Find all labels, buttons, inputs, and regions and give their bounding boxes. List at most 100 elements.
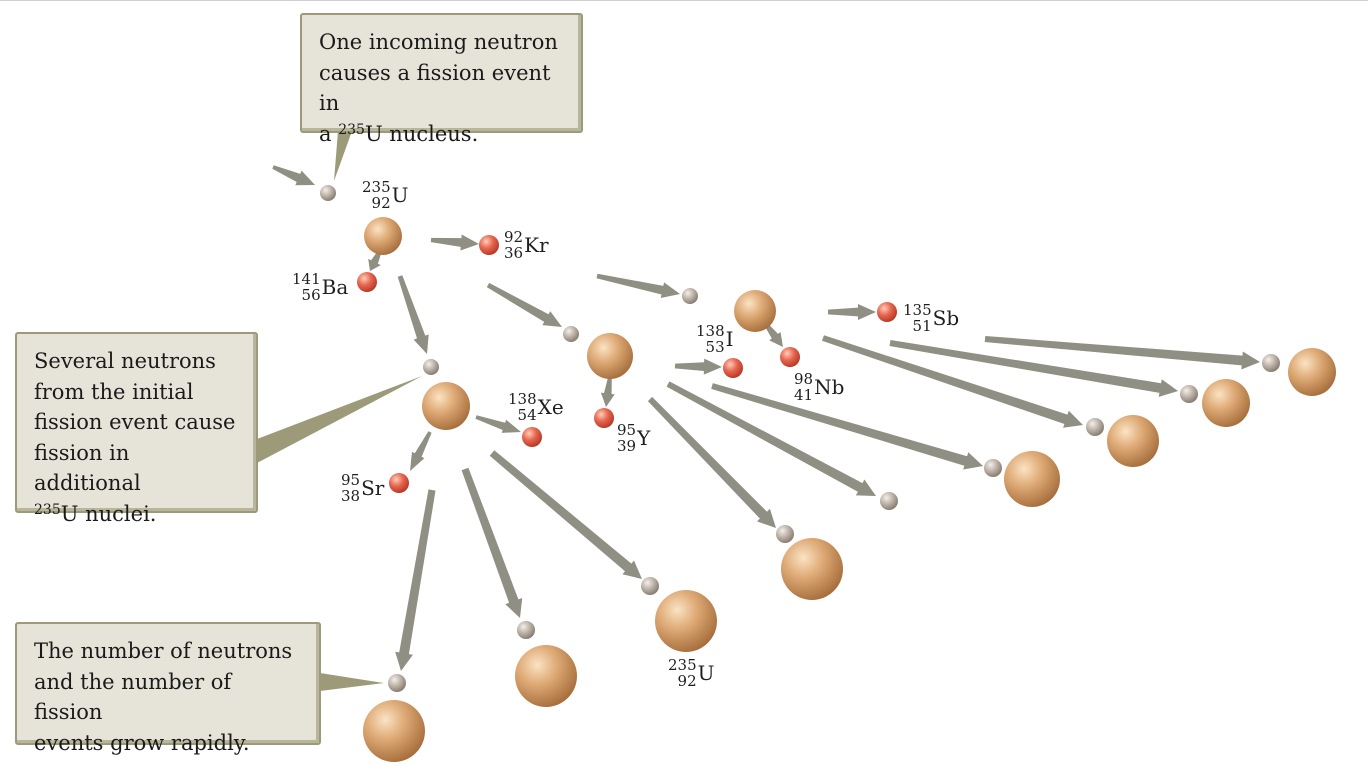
uranium-nucleus-gen2-e (1202, 379, 1250, 427)
connector-growth (320, 673, 384, 691)
arrow-to-neutron-gen2-c (711, 383, 983, 470)
connector-incoming (334, 131, 352, 181)
u235-bottom-atomic: 92 (677, 672, 697, 690)
i-atomic: 53 (705, 338, 725, 356)
callout-several-line3: fission event cause (34, 410, 236, 434)
xe-symbol: Xe (537, 395, 564, 419)
uranium-nucleus-gen2-a (781, 538, 843, 600)
callout-several-line1: Several neutrons (34, 349, 216, 373)
kr-symbol: Kr (524, 233, 549, 257)
arrow-to-neutron-gen2-g (395, 489, 436, 671)
xe-atomic: 54 (517, 406, 537, 424)
isotope-label-sb: 135 51 Sb (903, 302, 959, 334)
uranium-nucleus-a (422, 382, 470, 430)
neutron-gen2-g (388, 674, 406, 692)
callout-several-line5: 235U nuclei. (34, 499, 240, 530)
neutron-gen2-f (1262, 354, 1280, 372)
callout-several-neutrons: Several neutrons from the initial fissio… (15, 332, 258, 526)
neutron-gen1-a (423, 359, 439, 375)
sb-mass: 135 (903, 301, 932, 319)
arrow-to-i (674, 358, 722, 375)
fragment-kr (479, 235, 499, 255)
sb-atomic: 51 (912, 317, 932, 335)
xe-mass: 138 (508, 390, 537, 408)
arrow-to-ba (368, 250, 382, 271)
callout-growth-line1: The number of neutrons (34, 639, 293, 663)
fragment-ba (357, 272, 377, 292)
neutron-arrows (272, 165, 1260, 671)
y-atomic: 39 (617, 437, 637, 455)
uranium-nucleus-gen2-f (1288, 348, 1336, 396)
arrow-to-neutron-gen2-d (822, 335, 1083, 428)
ba-atomic: 56 (301, 286, 321, 304)
nb-symbol: Nb (814, 375, 845, 399)
callout-several-line2: from the initial (34, 379, 194, 404)
uranium-nucleus-gen2-g (363, 700, 425, 762)
fragment-y (594, 408, 614, 428)
ba-symbol: Ba (321, 275, 349, 299)
connector-several (257, 376, 422, 463)
isotope-label-u235-bottom: 235 92 U (668, 657, 715, 689)
arrow-to-neutron-gen1-c (596, 273, 680, 298)
callout-incoming-line1: One incoming neutron (319, 30, 558, 54)
arrow-to-nb (763, 321, 783, 347)
callout-incoming-neutron: One incoming neutron causes a fission ev… (300, 13, 583, 146)
callout-several-line4: fission in additional (34, 440, 141, 496)
fragment-nb (780, 347, 800, 367)
u235-top-mass: 235 (362, 178, 391, 196)
arrow-neutron-to-kr (430, 234, 479, 251)
nb-atomic: 41 (794, 386, 814, 404)
arrow-to-y (600, 376, 615, 407)
i-symbol: I (725, 327, 734, 351)
arrow-to-neutron-gen2-b (666, 381, 876, 496)
arrow-incoming-neutron (272, 165, 315, 186)
arrow-to-neutron-gen1-a (397, 275, 429, 354)
uranium-nucleus-gen2-i (655, 590, 717, 652)
callout-growth-line3: events grow rapidly. (34, 730, 250, 755)
isotope-label-i: 138 53 I (696, 323, 734, 355)
isotope-label-ba: 141 56 Ba (292, 271, 348, 303)
callout-incoming-line3: a 235U nucleus. (319, 119, 565, 150)
isotope-label-u235-top: 235 92 U (362, 179, 409, 211)
arrow-to-neutron-gen2-a (647, 396, 776, 528)
kr-atomic: 36 (504, 244, 524, 262)
callout-several-line5-suffix: U nuclei. (60, 501, 157, 526)
neutron-gen2-c (984, 459, 1002, 477)
y-mass: 95 (617, 421, 637, 439)
ba-mass: 141 (292, 270, 321, 288)
callout-incoming-line2: causes a fission event in (319, 60, 551, 116)
uranium-nucleus-gen2-c (1004, 451, 1060, 507)
arrow-to-neutron-gen2-i (489, 450, 642, 579)
isotope-label-kr: 92 36 Kr (504, 229, 549, 261)
isotope-label-xe: 138 54 Xe (508, 391, 564, 423)
isotope-label-y: 95 39 Y (617, 422, 650, 454)
isotope-label-sr: 95 38 Sr (341, 472, 384, 504)
neutron-gen2-a (776, 525, 794, 543)
neutron-gen2-d (1086, 418, 1104, 436)
u235-top-symbol: U (391, 183, 409, 207)
callout-incoming-line3-suffix: U nucleus. (364, 121, 479, 146)
u235-top-atomic: 92 (371, 194, 391, 212)
uranium-nucleus-initial (364, 217, 402, 255)
neutron-gen1-c (682, 288, 698, 304)
uranium-nucleus-gen2-d (1107, 415, 1159, 467)
fragment-sr (389, 473, 409, 493)
sb-symbol: Sb (932, 306, 960, 330)
kr-mass: 92 (504, 228, 524, 246)
callout-incoming-line3-prefix: a (319, 121, 339, 146)
arrow-to-xe (475, 415, 521, 433)
neutron-gen2-i (641, 577, 659, 595)
uranium-nucleus-b (587, 333, 633, 379)
sr-atomic: 38 (341, 487, 361, 505)
sr-symbol: Sr (361, 476, 385, 500)
arrow-to-neutron-gen1-b (486, 282, 562, 327)
callout-rapid-growth: The number of neutrons and the number of… (15, 622, 321, 755)
nb-mass: 98 (794, 370, 814, 388)
fragment-sb (877, 302, 897, 322)
u235-bottom-mass: 235 (668, 656, 697, 674)
u235-bottom-symbol: U (697, 661, 715, 685)
i-mass: 138 (696, 322, 725, 340)
uranium-nucleus-gen2-h (515, 645, 577, 707)
y-symbol: Y (637, 426, 651, 450)
